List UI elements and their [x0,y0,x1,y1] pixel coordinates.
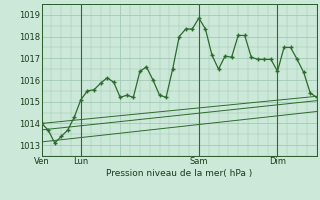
X-axis label: Pression niveau de la mer( hPa ): Pression niveau de la mer( hPa ) [106,169,252,178]
